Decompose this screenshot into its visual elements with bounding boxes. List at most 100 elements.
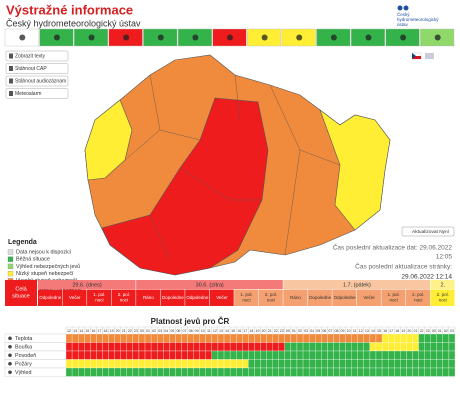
hour-cell [363,342,371,352]
legend-title: Legenda [8,239,37,246]
hour-cell [150,350,158,360]
hour-cell [254,350,261,360]
whole-situation[interactable] [5,280,37,306]
hour-cell [400,367,407,377]
hour-label: 16 [91,329,95,333]
hour-cell [84,342,91,352]
hour-cell [248,333,255,343]
hour-cell [327,342,334,352]
period-cell[interactable] [430,289,455,307]
hour-cell [266,333,273,343]
hour-cell [114,342,121,352]
hour-cell [284,333,292,343]
icon-glyph [261,34,268,41]
hour-cell [333,342,340,352]
hour-cell [278,359,285,369]
hour-cell [138,333,146,343]
period-cell[interactable] [234,289,259,307]
icon-glyph [296,34,303,41]
hour-cell [406,359,413,369]
period-cell[interactable] [405,289,430,307]
hour-cell [345,359,352,369]
hour-cell [229,367,237,377]
hour-cell [327,333,334,343]
hour-cell [157,367,164,377]
hour-cell [315,333,322,343]
hour-cell [381,342,389,352]
logo-text: ústav [397,22,409,27]
hour-cell [412,359,419,369]
hour-cell [163,333,170,343]
period-cell[interactable] [185,289,210,307]
period-label: Odpoledne [186,295,209,300]
period-cell[interactable] [136,289,161,307]
hour-label: 01 [292,329,296,333]
icon-glyph [365,34,372,41]
period-cell[interactable] [381,289,406,307]
hour-label: 15 [231,329,235,333]
hour-cell [345,342,352,352]
hour-cell [315,350,322,360]
hour-cell [78,350,85,360]
hour-label: 23 [426,329,430,333]
period-cell[interactable] [332,289,357,307]
hour-cell [424,359,431,369]
hour-cell [266,342,273,352]
hour-label: 14 [225,329,229,333]
period-cell[interactable] [209,289,234,307]
hour-cell [90,367,97,377]
refresh-button[interactable] [401,226,455,237]
side-button[interactable] [5,75,69,87]
hour-cell [205,367,213,377]
period-cell[interactable] [111,289,136,307]
period-cell[interactable] [356,289,381,307]
period-label: Ráno [143,295,154,300]
period-cell[interactable] [283,289,308,307]
hour-label: 03 [158,329,162,333]
side-button[interactable] [5,88,69,99]
hour-cell [187,359,194,369]
period-cell[interactable] [62,289,87,307]
hour-cell [430,342,437,352]
day-label: 1.7. (pátek) [343,282,371,288]
period-cell[interactable] [307,289,332,307]
hour-cell [126,359,134,369]
hour-cell [387,333,395,343]
hour-cell [339,367,346,377]
period-cell[interactable] [38,289,63,307]
side-button[interactable] [5,63,69,74]
hour-cell [369,342,377,352]
period-cell[interactable] [160,289,185,307]
hour-label: 20 [407,329,411,333]
hour-cell [351,359,358,369]
hour-cell [132,342,140,352]
hour-label: 08 [334,329,338,333]
hour-cell [436,350,443,360]
hour-cell [430,333,437,343]
day-header [283,280,430,289]
hour-cell [138,359,146,369]
hour-cell [351,342,358,352]
hour-label: 16 [383,329,387,333]
hour-cell [108,350,115,360]
side-button[interactable] [5,50,69,62]
hour-cell [296,333,304,343]
period-cell[interactable] [258,289,283,307]
hour-cell [315,342,322,352]
flag-en[interactable] [425,53,434,59]
hour-cell [412,350,419,360]
hour-cell [193,342,200,352]
hour-cell [199,342,206,352]
hour-cell [223,350,231,360]
icon-glyph [400,34,407,41]
hour-cell [436,367,443,377]
hour-cell [412,342,419,352]
hour-cell [78,333,85,343]
hour-cell [363,359,371,369]
hour-cell [65,367,73,377]
hour-cell [150,342,158,352]
period-cell[interactable] [87,289,112,307]
hour-cell [242,333,249,343]
row-label: Požáry [15,362,32,368]
